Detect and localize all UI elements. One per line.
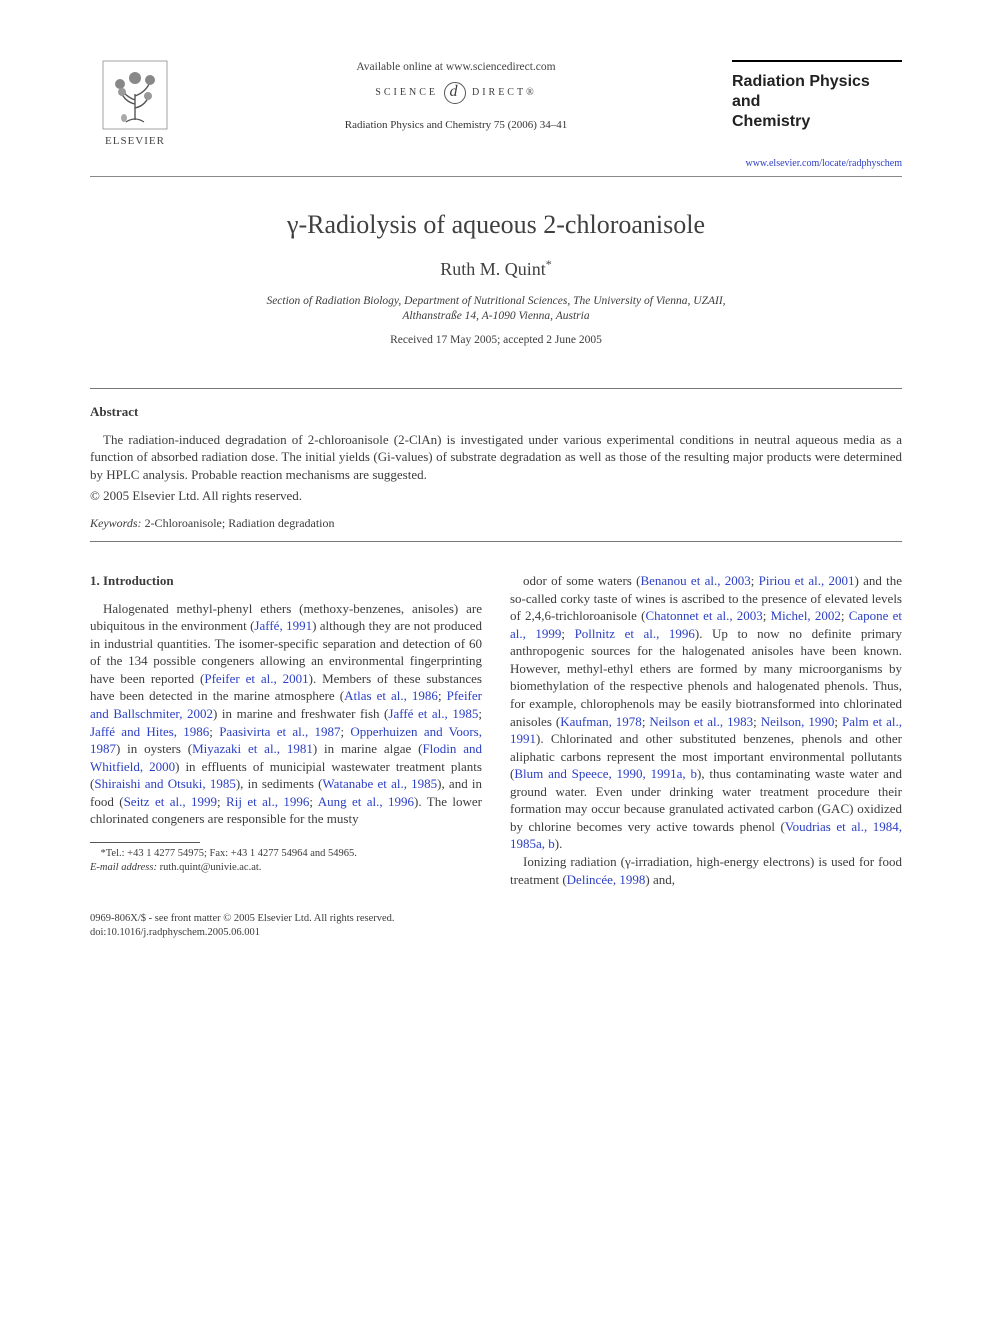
journal-name-l2: and (732, 92, 902, 112)
section-1-heading: 1. Introduction (90, 572, 482, 590)
footnote-email: ruth.quint@univie.ac.at. (157, 862, 261, 873)
col2-paragraph-1: odor of some waters (Benanou et al., 200… (510, 572, 902, 853)
available-online-text: Available online at www.sciencedirect.co… (190, 60, 722, 76)
abstract-text: The radiation-induced degradation of 2-c… (90, 431, 902, 484)
col2-paragraph-2: Ionizing radiation (γ-irradiation, high-… (510, 853, 902, 888)
footnote-rule (90, 842, 200, 843)
column-right: odor of some waters (Benanou et al., 200… (510, 572, 902, 888)
keywords-label: Keywords: (90, 516, 142, 530)
keywords-value: 2-Chloroanisole; Radiation degradation (142, 516, 335, 530)
abstract-heading: Abstract (90, 403, 902, 421)
abstract-top-rule (90, 388, 902, 389)
header: ELSEVIER Available online at www.science… (90, 60, 902, 149)
publisher-name: ELSEVIER (105, 134, 165, 149)
front-matter: 0969-806X/$ - see front matter © 2005 El… (90, 912, 902, 940)
affiliation-l1: Section of Radiation Biology, Department… (266, 295, 725, 307)
header-center: Available online at www.sciencedirect.co… (180, 60, 732, 132)
journal-box: Radiation Physics and Chemistry (732, 60, 902, 136)
doi-line: doi:10.1016/j.radphyschem.2005.06.001 (90, 926, 902, 940)
article-dates: Received 17 May 2005; accepted 2 June 20… (90, 333, 902, 349)
sd-left: SCIENCE (375, 86, 438, 100)
sciencedirect-logo: SCIENCE DIRECT® (190, 82, 722, 104)
issn-line: 0969-806X/$ - see front matter © 2005 El… (90, 912, 902, 926)
journal-url[interactable]: www.elsevier.com/locate/radphyschem (90, 157, 902, 171)
article-title: γ-Radiolysis of aqueous 2-chloroanisole (90, 207, 902, 242)
journal-name-l3: Chemistry (732, 112, 902, 132)
author-line: Ruth M. Quint* (90, 256, 902, 281)
header-rule (90, 176, 902, 177)
elsevier-tree-icon (102, 60, 168, 130)
corr-mark: * (546, 257, 552, 271)
publisher-logo: ELSEVIER (90, 60, 180, 149)
author-name: Ruth M. Quint (440, 259, 546, 279)
col1-paragraph: Halogenated methyl-phenyl ethers (methox… (90, 600, 482, 828)
keywords-line: Keywords: 2-Chloroanisole; Radiation deg… (90, 515, 902, 531)
citation-line: Radiation Physics and Chemistry 75 (2006… (190, 118, 722, 133)
abstract-block: Abstract The radiation-induced degradati… (90, 403, 902, 531)
affiliation-l2: Althanstraße 14, A-1090 Vienna, Austria (402, 310, 589, 322)
affiliation: Section of Radiation Biology, Department… (90, 294, 902, 325)
sd-right: DIRECT® (472, 86, 537, 100)
abstract-copyright: © 2005 Elsevier Ltd. All rights reserved… (90, 487, 902, 505)
corresponding-footnote: *Tel.: +43 1 4277 54975; Fax: +43 1 4277… (90, 847, 482, 875)
journal-name-l1: Radiation Physics (732, 72, 902, 92)
body-columns: 1. Introduction Halogenated methyl-pheny… (90, 572, 902, 888)
footnote-email-label: E-mail address: (90, 862, 157, 873)
abstract-bottom-rule (90, 541, 902, 542)
column-left: 1. Introduction Halogenated methyl-pheny… (90, 572, 482, 888)
sd-circle-icon (444, 82, 466, 104)
footnote-tel: Tel.: +43 1 4277 54975; Fax: +43 1 4277 … (106, 848, 357, 859)
